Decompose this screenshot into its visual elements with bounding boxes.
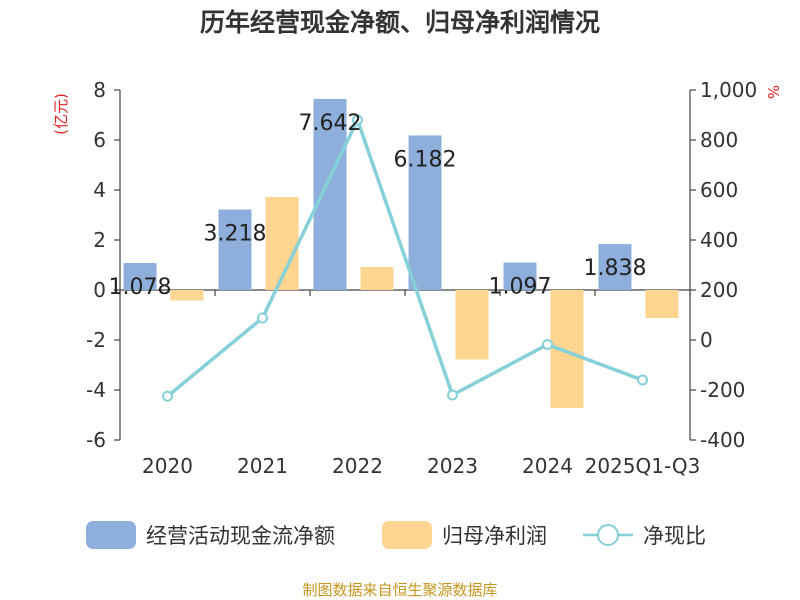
right-tick-label: 0 [700,328,713,352]
cash-flow-value-label: 1.078 [109,275,172,300]
legend-net-profit-swatch [382,521,432,549]
cash-flow-bar [218,209,252,290]
right-tick-label: -400 [700,428,745,452]
left-tick-label: 2 [93,228,106,252]
right-tick-label: 800 [700,128,738,152]
left-axis-unit: (亿元) [52,93,70,135]
ratio-line [162,114,648,402]
legend-cash-flow-swatch [86,521,136,549]
source-note: 制图数据来自恒生聚源数据库 [302,581,497,599]
left-tick-label: -2 [86,328,106,352]
left-tick-label: 0 [93,278,106,302]
cash-flow-bar [313,98,347,290]
legend-cash-flow-label: 经营活动现金流净额 [146,524,335,548]
x-tick-label: 2024 [522,454,573,478]
cash-flow-value-label: 3.218 [204,222,267,247]
ratio-point [257,312,268,324]
cash-flow-bar [408,135,442,290]
right-tick-label: -200 [700,378,745,402]
legend-ratio-label: 净现比 [643,524,706,548]
left-tick-label: 4 [93,178,106,202]
cash-flow-value-label: 6.182 [394,147,457,172]
ratio-point [637,374,648,386]
net-profit-bar [170,290,204,301]
net-profit-bar [455,290,489,360]
net-profit-bar [645,290,679,318]
left-tick-label: -4 [86,378,106,402]
ratio-point [542,339,553,350]
bars [123,98,679,408]
left-tick-label: 6 [93,128,106,152]
x-tick-label: 2023 [427,454,478,478]
cash-flow-bar [123,263,157,290]
ratio-line-path [166,118,644,398]
cash-flow-value-label: 1.097 [489,275,552,300]
x-tick-label: 2022 [332,454,383,478]
x-tick-label: 2025Q1-Q3 [585,454,701,478]
right-tick-label: 600 [700,178,738,202]
right-axis-unit: % [764,85,782,99]
left-tick-label: -6 [86,428,106,452]
x-tick-label: 2021 [237,454,288,478]
left-tick-label: 8 [93,78,106,102]
data-labels: 1.078 3.218 7.642 6.182 1.097 1.838 [109,111,647,300]
net-profit-bar [360,267,394,290]
right-tick-label: 400 [700,228,738,252]
cash-flow-bar [503,262,537,290]
legend-ratio-marker [597,524,619,546]
legend-net-profit-label: 归母净利润 [442,524,547,548]
cash-flow-value-label: 7.642 [299,111,362,136]
cash-flow-bar [598,244,632,290]
chart-title: 历年经营现金净额、归母净利润情况 [200,8,600,37]
cash-flow-value-label: 1.838 [584,256,647,281]
right-tick-label: 1,000 [700,78,757,102]
x-tick-label: 2020 [142,454,193,478]
ratio-point [162,390,173,402]
axes: -6 -4 -2 0 2 4 6 8 -400 -200 0 200 400 600 800 1,000 202… [86,78,757,478]
ratio-point [352,114,363,126]
legend: 经营活动现金流净额 归母净利润 净现比 [86,521,706,549]
ratio-point [447,389,458,401]
right-tick-label: 200 [700,278,738,302]
